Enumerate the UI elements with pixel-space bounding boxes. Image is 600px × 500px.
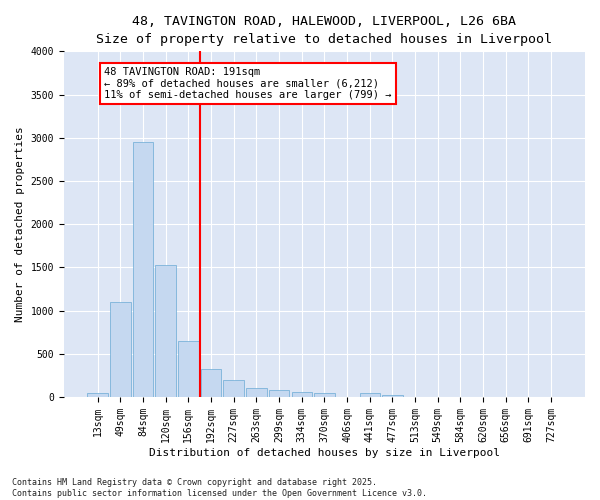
- Bar: [88, 392, 108, 397]
- Title: 48, TAVINGTON ROAD, HALEWOOD, LIVERPOOL, L26 6BA
Size of property relative to de: 48, TAVINGTON ROAD, HALEWOOD, LIVERPOOL,…: [97, 15, 553, 46]
- Bar: [223, 380, 244, 397]
- Bar: [359, 392, 380, 397]
- Text: 48 TAVINGTON ROAD: 191sqm
← 89% of detached houses are smaller (6,212)
11% of se: 48 TAVINGTON ROAD: 191sqm ← 89% of detac…: [104, 67, 392, 100]
- Bar: [314, 392, 335, 397]
- Bar: [155, 265, 176, 397]
- X-axis label: Distribution of detached houses by size in Liverpool: Distribution of detached houses by size …: [149, 448, 500, 458]
- Bar: [269, 390, 289, 397]
- Bar: [110, 302, 131, 397]
- Bar: [292, 392, 312, 397]
- Bar: [382, 395, 403, 397]
- Bar: [133, 142, 153, 397]
- Y-axis label: Number of detached properties: Number of detached properties: [15, 126, 25, 322]
- Bar: [246, 388, 266, 397]
- Bar: [178, 341, 199, 397]
- Bar: [201, 370, 221, 397]
- Text: Contains HM Land Registry data © Crown copyright and database right 2025.
Contai: Contains HM Land Registry data © Crown c…: [12, 478, 427, 498]
